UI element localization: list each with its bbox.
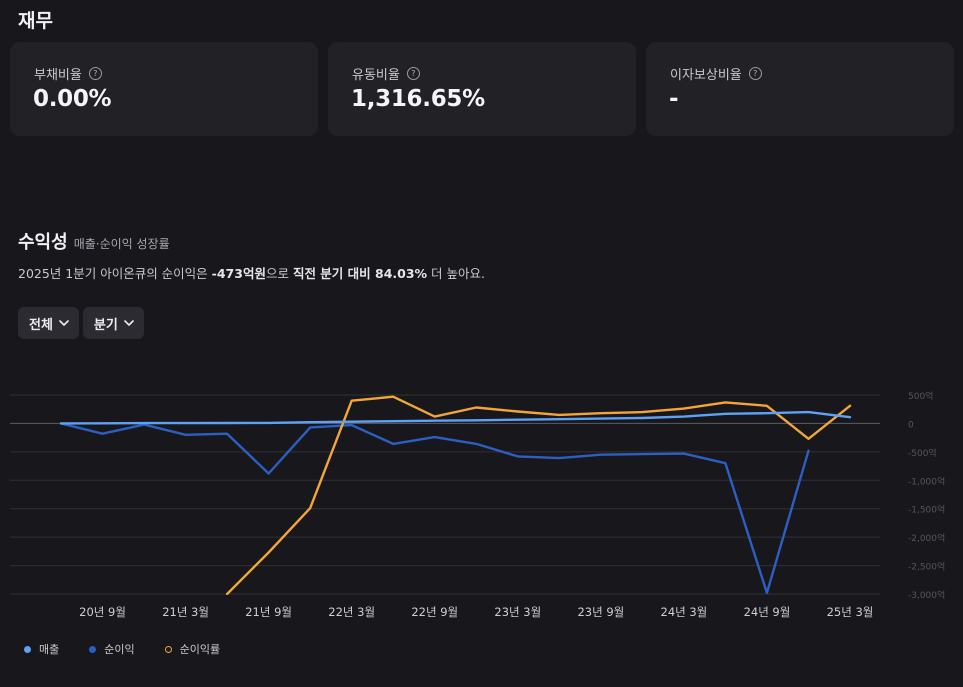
y-tick-label: -500억 xyxy=(908,447,937,459)
y-tick-label: -1,500억 xyxy=(908,504,945,516)
series-line-net-margin xyxy=(225,395,852,595)
debt-ratio-label: 부채비율 xyxy=(34,68,82,83)
debt-ratio-value: 0.00% xyxy=(33,86,112,112)
y-tick-label: -2,000억 xyxy=(908,532,945,544)
x-tick-label: 24년 3월 xyxy=(661,605,708,619)
x-tick-label: 21년 9월 xyxy=(245,605,292,619)
chart-filters: 전체 분기 xyxy=(18,307,144,339)
question-circle-icon[interactable]: ? xyxy=(406,67,420,80)
x-tick-label: 22년 9월 xyxy=(411,605,458,619)
question-circle-icon[interactable]: ? xyxy=(88,67,102,80)
interest-coverage-value: - xyxy=(669,86,679,112)
metric-cards: 부채비율 ? 0.00% 유동비율 ? 1,316.65% 이자보상비율 ? - xyxy=(10,42,954,136)
y-tick-label: 500억 xyxy=(908,390,933,402)
profitability-title: 수익성 xyxy=(18,232,68,253)
series-line-revenue xyxy=(59,410,852,425)
profitability-header: 수익성 매출·순이익 성장률 xyxy=(18,228,170,254)
legend-dot-icon xyxy=(89,645,97,653)
x-tick-label: 25년 3월 xyxy=(827,605,874,619)
legend-label: 순이익률 xyxy=(179,643,221,656)
chevron-down-icon xyxy=(59,320,69,326)
legend-ring-icon xyxy=(164,645,172,653)
x-tick-label: 22년 3월 xyxy=(328,605,375,619)
question-circle-icon[interactable]: ? xyxy=(748,67,762,80)
x-tick-label: 23년 9월 xyxy=(577,605,624,619)
y-tick-label: 0 xyxy=(908,420,914,430)
legend-label: 매출 xyxy=(39,643,60,656)
current-ratio-value: 1,316.65% xyxy=(351,86,485,112)
range-dropdown-label: 전체 xyxy=(29,317,53,333)
y-tick-label: -1,000억 xyxy=(908,475,945,487)
y-tick-label: -3,000억 xyxy=(908,589,945,601)
period-dropdown[interactable]: 분기 xyxy=(82,307,144,339)
chart-legend: 매출 순이익 순이익률 xyxy=(24,641,250,657)
interest-coverage-card: 이자보상비율 ? - xyxy=(646,42,954,136)
x-tick-label: 21년 3월 xyxy=(162,605,209,619)
chevron-down-icon xyxy=(124,320,134,326)
debt-ratio-card: 부채비율 ? 0.00% xyxy=(10,42,318,136)
period-dropdown-label: 분기 xyxy=(93,317,118,333)
y-tick-label: -2,500억 xyxy=(908,561,945,573)
legend-label: 순이익 xyxy=(104,643,135,656)
legend-item-revenue[interactable]: 매출 xyxy=(24,641,59,657)
profitability-summary: 2025년 1분기 아이온큐의 순이익은 -473억원으로 직전 분기 대비 8… xyxy=(18,266,485,281)
x-tick-label: 20년 9월 xyxy=(79,605,126,619)
series-line-net-income xyxy=(59,422,810,595)
current-ratio-card: 유동비율 ? 1,316.65% xyxy=(328,42,636,136)
interest-coverage-label: 이자보상비율 xyxy=(670,68,742,83)
profitability-subtitle: 매출·순이익 성장률 xyxy=(73,237,170,251)
x-tick-label: 24년 9월 xyxy=(744,605,791,619)
legend-item-net-margin[interactable]: 순이익률 xyxy=(164,641,221,657)
range-dropdown[interactable]: 전체 xyxy=(18,307,79,339)
current-ratio-label: 유동비율 xyxy=(352,68,400,83)
x-tick-label: 23년 3월 xyxy=(494,605,541,619)
legend-dot-icon xyxy=(24,645,31,653)
section-title: 재무 xyxy=(18,10,53,32)
profitability-chart: 500억 0 -500억 -1,000억 -1,500억 -2,000억 -2,500억 -3… xyxy=(10,390,945,619)
legend-item-net-income[interactable]: 순이익 xyxy=(89,641,135,657)
